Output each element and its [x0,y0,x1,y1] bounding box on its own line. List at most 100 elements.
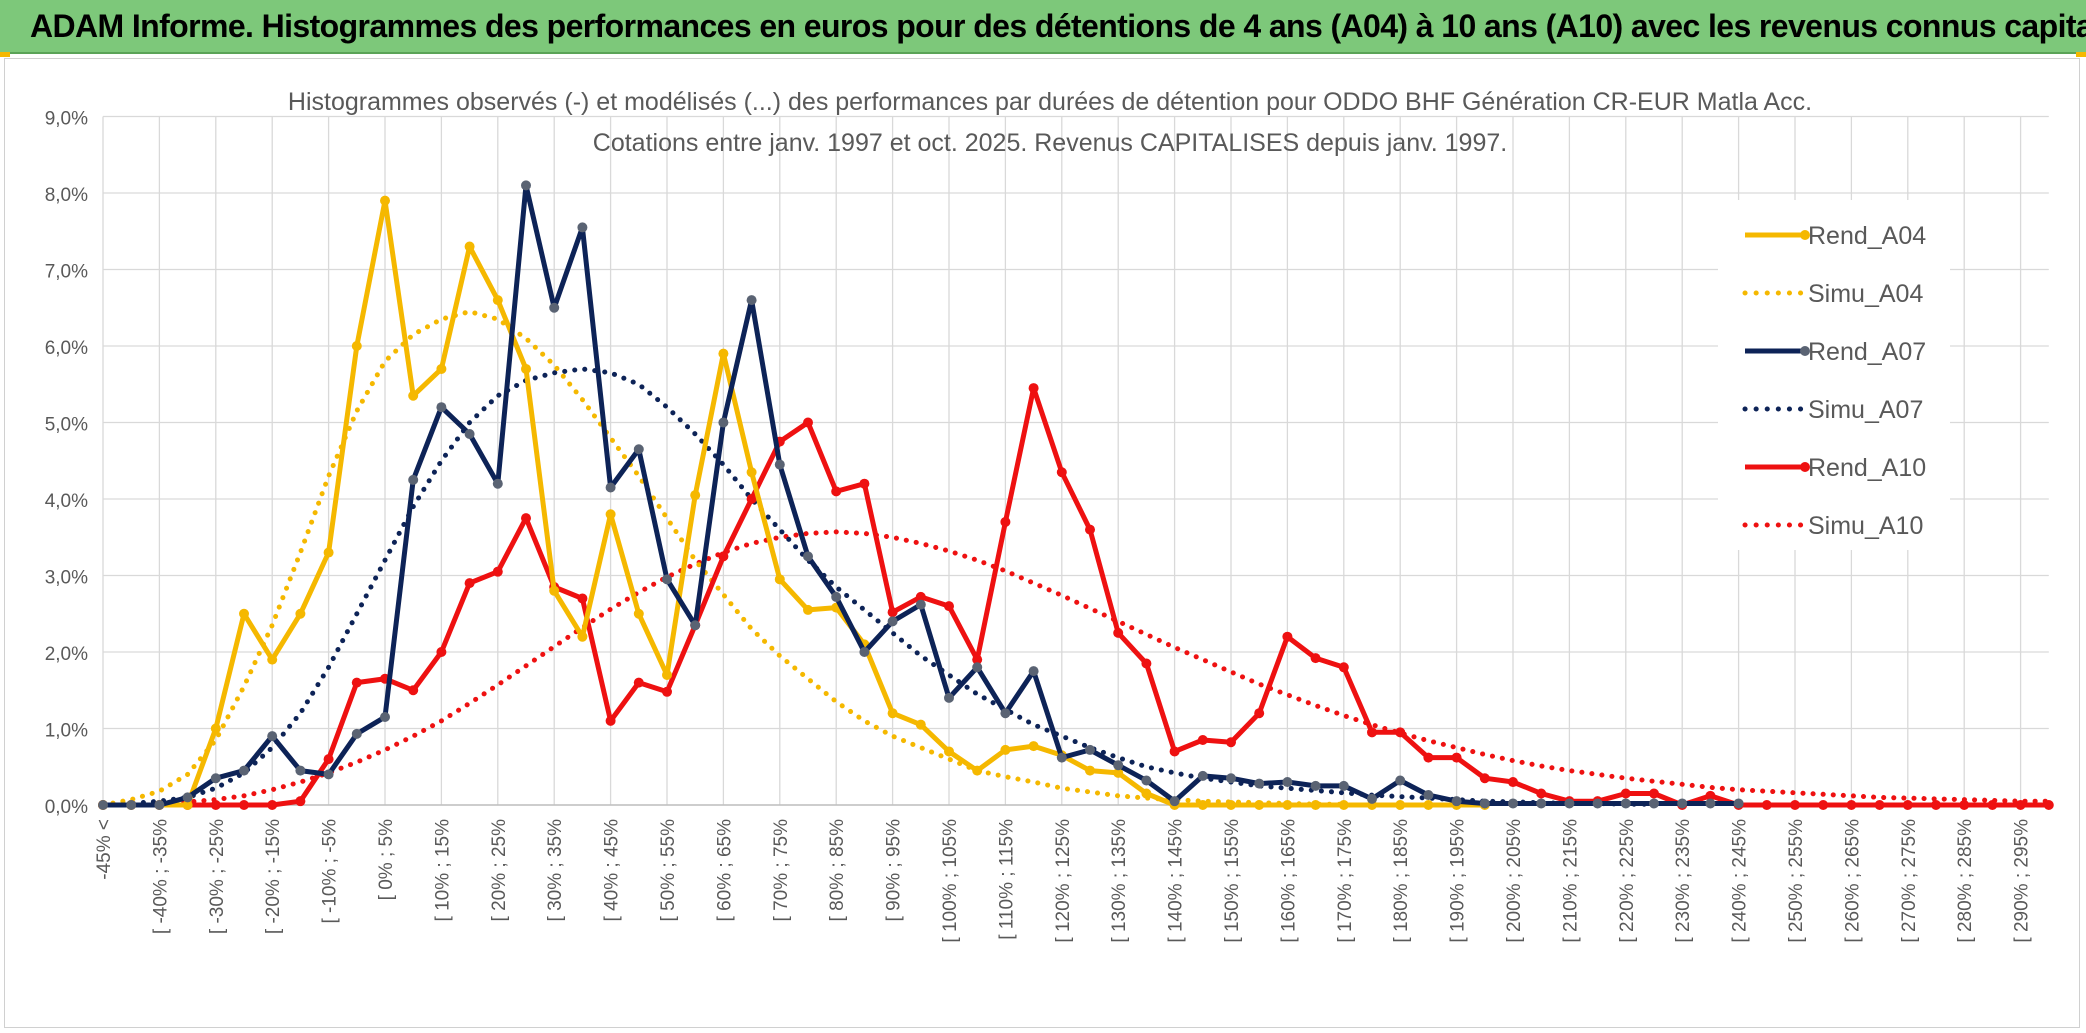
data-point [1367,727,1377,738]
legend-background [1718,200,1950,550]
data-point [295,608,306,619]
legend-entry: Rend_A04 [1745,222,1926,250]
banner-corner-right [2076,52,2086,57]
legend-marker [1800,230,1810,240]
legend-label: Rend_A04 [1808,222,1926,250]
data-point [464,241,475,252]
data-point [1451,752,1462,763]
data-point [577,222,588,233]
x-tick-label: [ 10% ; 15% [432,819,453,922]
chart-frame [4,58,2080,1028]
x-tick-label: [ 210% ; 215% [1560,819,1581,943]
data-point [351,728,362,739]
data-point [1451,796,1462,807]
x-tick-label: [ 130% ; 135% [1109,819,1130,943]
x-tick-label: [ 240% ; 245% [1730,819,1751,943]
data-point [436,402,447,413]
data-point [915,719,926,730]
data-point [1141,788,1152,799]
data-point [831,486,842,497]
series-rend-a07 [98,180,1744,810]
data-point [1338,780,1349,791]
x-tick-label: [ 190% ; 195% [1448,819,1469,943]
x-tick-label: [ 80% ; 85% [827,819,848,922]
data-point [1338,662,1349,673]
data-point [944,692,954,703]
data-point [1423,800,1434,810]
x-tick-label: [ 150% ; 155% [1222,819,1243,943]
data-point [1056,467,1067,478]
data-point [295,796,306,807]
data-point [887,708,898,719]
x-tick-label: [ 290% ; 295% [2012,819,2033,943]
data-point [1536,788,1547,799]
chart-subtitle: Cotations entre janv. 1997 et oct. 2025.… [593,129,1507,157]
data-point [98,800,108,810]
data-point [972,765,983,776]
report-title: ADAM Informe. Histogrammes des performan… [30,8,2086,44]
data-point [633,444,644,455]
data-point [1113,627,1124,638]
legend-label: Simu_A07 [1808,396,1923,424]
x-tick-label: [ -40% ; -35% [150,819,171,934]
data-point [972,662,983,673]
legend-entry: Simu_A07 [1742,396,1923,424]
data-point [1818,800,1829,810]
data-point [1846,800,1857,810]
data-point [803,417,813,428]
series-line [100,529,2052,808]
data-point [1338,800,1349,810]
data-point [521,513,531,524]
data-point [1987,800,1998,810]
legend-label: Rend_A07 [1808,338,1926,366]
x-tick-label: [ 40% ; 45% [602,819,623,922]
data-point [267,654,278,665]
x-tick-label: [ 230% ; 235% [1673,819,1694,943]
data-point [1902,800,1913,810]
chart-title: Histogrammes observés (-) et modélisés (… [288,88,1812,116]
x-tick-label: [ 200% ; 205% [1504,819,1525,943]
legend-marker [1800,462,1810,472]
data-point [1310,653,1321,664]
data-point [380,195,390,206]
x-tick-label: [ 270% ; 275% [1899,819,1920,943]
series-simu-a04 [100,309,1347,808]
legend-entry: Rend_A07 [1745,338,1926,366]
data-point [774,459,785,470]
data-point [210,773,221,784]
legend-label: Rend_A10 [1808,454,1926,482]
data-point [577,593,588,604]
x-tick-label: [ 60% ; 65% [714,819,735,922]
data-point [1197,800,1208,810]
data-point [1141,658,1152,669]
data-point [1254,778,1265,789]
x-tick-label: [ 280% ; 285% [1955,819,1976,943]
y-tick-label: 3,0% [45,568,88,589]
data-point [492,566,503,577]
y-tick-label: 4,0% [45,491,88,512]
x-tick-label: [ 50% ; 55% [658,819,679,922]
data-point [718,417,729,428]
data-point [915,591,926,602]
y-tick-label: 6,0% [45,338,88,359]
chart-legend: Rend_A04 Simu_A04 Rend_A07 Simu_A07 Rend_A10… [1718,200,1950,550]
data-point [1620,798,1631,809]
data-point [746,494,757,504]
series-simu-a07 [100,366,1657,808]
data-point [1310,780,1321,791]
data-point [1395,727,1406,738]
data-point [182,800,193,810]
data-point [577,631,588,642]
legend-label: Simu_A10 [1808,512,1923,540]
x-tick-label: [ 160% ; 165% [1278,819,1299,943]
data-point [154,800,165,810]
y-tick-label: 8,0% [45,185,88,206]
y-tick-label: 0,0% [45,797,88,818]
data-point [1508,777,1518,788]
data-point [746,295,757,306]
data-point [1169,796,1180,807]
data-point [2015,800,2026,810]
data-point [1113,760,1124,771]
x-tick-label: [ 220% ; 225% [1617,819,1638,943]
